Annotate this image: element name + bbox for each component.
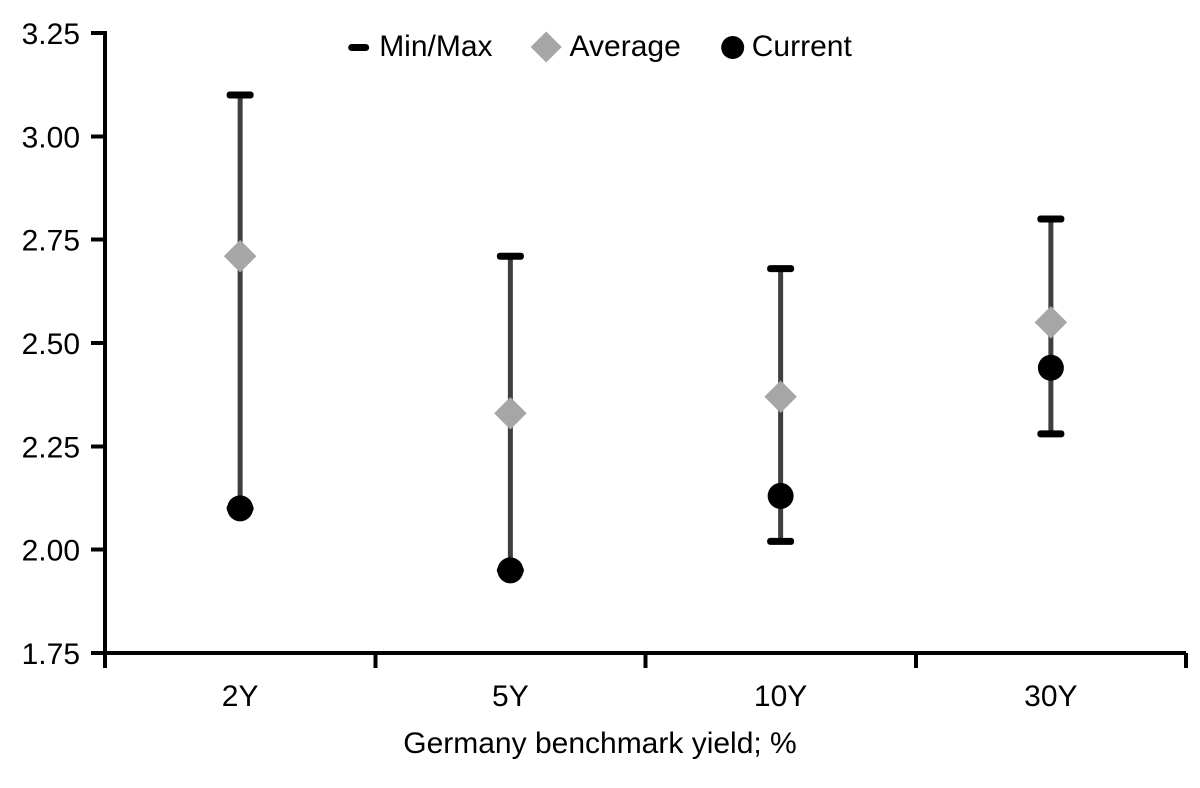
minmax-cap-marker	[1037, 430, 1065, 438]
legend-item-current: Current	[720, 30, 852, 64]
legend-label-current: Current	[751, 30, 852, 63]
legend-item-minmax: Min/Max	[348, 30, 493, 64]
average-diamond-marker	[1034, 306, 1068, 339]
legend-label-minmax: Min/Max	[379, 30, 493, 63]
average-diamond-marker	[223, 239, 257, 273]
current-circle-marker	[497, 557, 524, 584]
y-tick-label: 2.75	[22, 225, 80, 258]
average-diamond-marker	[764, 380, 797, 413]
legend-label-average: Average	[569, 30, 681, 63]
current-circle-marker	[227, 495, 254, 522]
y-tick-label: 2.25	[22, 431, 80, 464]
minmax-cap-marker	[226, 91, 254, 99]
x-tick-label: 10Y	[754, 680, 807, 713]
y-tick-label: 3.00	[22, 121, 80, 154]
y-tick-label: 1.75	[22, 638, 80, 671]
current-circle-marker	[767, 482, 794, 509]
x-axis-title: Germany benchmark yield; %	[403, 727, 797, 760]
legend-item-average: Average	[530, 30, 681, 64]
minmax-cap-marker	[496, 252, 524, 260]
y-tick-label: 2.00	[22, 535, 80, 568]
y-tick-label: 2.50	[22, 328, 80, 361]
chart-legend: Min/Max Average Current	[348, 30, 852, 64]
x-tick-label: 30Y	[1024, 680, 1077, 713]
minmax-cap-marker	[1037, 215, 1065, 223]
minmax-cap-marker	[767, 265, 795, 273]
x-tick-label: 2Y	[222, 680, 259, 713]
x-tick-label: 5Y	[492, 680, 529, 713]
minmax-dash-icon	[348, 43, 370, 51]
average-diamond-icon	[530, 31, 563, 63]
current-circle-icon	[720, 35, 744, 59]
current-circle-marker	[1037, 354, 1064, 381]
minmax-cap-marker	[767, 537, 795, 545]
average-diamond-marker	[494, 397, 527, 430]
y-tick-label: 3.25	[22, 18, 80, 51]
